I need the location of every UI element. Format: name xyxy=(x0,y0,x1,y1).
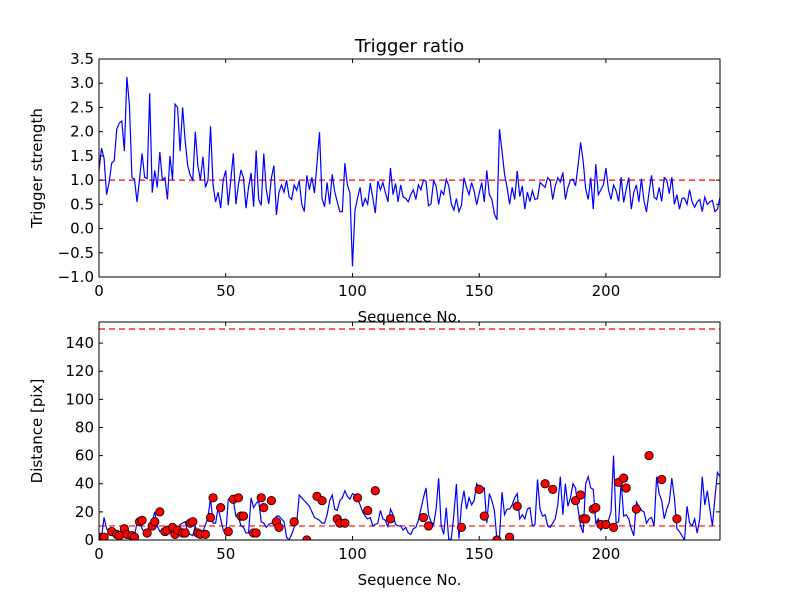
data-point xyxy=(512,501,522,511)
data-point xyxy=(370,486,380,496)
x-tick-label: 200 xyxy=(592,545,621,563)
data-point xyxy=(601,519,611,530)
y-tick-label: 2.5 xyxy=(70,98,94,116)
y-tick-label: 1.0 xyxy=(70,171,94,189)
x-tick-label: 50 xyxy=(216,282,235,300)
y-tick-label: −1.0 xyxy=(58,268,94,286)
data-point xyxy=(581,514,591,524)
plot-area-0 xyxy=(99,76,720,267)
x-tick-label: 50 xyxy=(216,545,235,563)
data-point xyxy=(150,517,160,527)
y-tick-label: 0 xyxy=(84,531,94,549)
data-point xyxy=(259,503,269,513)
y-tick-label: 20 xyxy=(75,503,94,521)
data-point xyxy=(99,532,109,540)
x-tick-label: 150 xyxy=(465,282,494,300)
data-point xyxy=(216,503,226,513)
data-point xyxy=(289,517,299,527)
data-point xyxy=(155,507,165,517)
data-point xyxy=(129,532,140,540)
data-point xyxy=(233,493,244,503)
data-point xyxy=(180,528,190,538)
y-tick-label: 120 xyxy=(65,362,94,380)
x-tick-label: 150 xyxy=(465,545,494,563)
data-point xyxy=(479,511,489,521)
x-tick-label: 100 xyxy=(338,282,367,300)
plot-area-1 xyxy=(99,328,720,540)
data-point xyxy=(114,531,124,540)
y-tick-label: 80 xyxy=(75,418,94,436)
axes-frame xyxy=(98,321,721,541)
data-point xyxy=(208,493,218,503)
data-point xyxy=(631,504,641,514)
data-point xyxy=(672,514,682,524)
x-tick-label: 200 xyxy=(592,282,621,300)
y-tick-label: 0.5 xyxy=(70,195,94,213)
data-point xyxy=(644,451,654,461)
data-point xyxy=(657,474,667,485)
x-axis-label: Sequence No. xyxy=(358,308,462,326)
data-point xyxy=(340,518,350,528)
data-point xyxy=(570,496,581,506)
y-tick-label: 60 xyxy=(75,447,94,465)
y-tick-label: 3.0 xyxy=(70,74,94,92)
data-point xyxy=(256,493,266,503)
x-axis-label: Sequence No. xyxy=(358,571,462,589)
data-point xyxy=(548,484,558,494)
data-point xyxy=(540,479,550,489)
data-point xyxy=(619,473,629,483)
data-point xyxy=(274,522,284,532)
data-point xyxy=(505,532,515,540)
data-point xyxy=(205,512,216,523)
y-tick-label: 100 xyxy=(65,390,94,408)
x-tick-label: 0 xyxy=(94,545,104,563)
y-tick-label: 140 xyxy=(65,334,94,352)
data-point xyxy=(608,522,619,532)
data-point xyxy=(266,496,276,506)
data-point xyxy=(621,483,631,493)
y-axis-label: Trigger strength xyxy=(28,108,46,229)
data-point xyxy=(591,503,601,513)
y-tick-label: 3.5 xyxy=(70,50,94,68)
data-point xyxy=(238,511,249,521)
data-point xyxy=(251,528,261,538)
x-tick-label: 0 xyxy=(94,282,104,300)
data-point xyxy=(575,490,586,500)
y-axis-label: Distance [pix] xyxy=(28,379,46,484)
data-point xyxy=(188,517,198,527)
series-line xyxy=(99,76,720,267)
y-tick-label: 40 xyxy=(75,475,94,493)
data-point xyxy=(423,521,434,531)
data-point xyxy=(474,484,484,494)
data-point xyxy=(456,522,467,532)
axes-frame xyxy=(98,58,721,278)
data-point xyxy=(418,512,429,523)
data-point xyxy=(137,515,147,525)
data-point xyxy=(363,505,373,516)
data-point xyxy=(223,526,233,537)
data-point xyxy=(352,493,363,503)
y-tick-label: 1.5 xyxy=(70,147,94,165)
data-point xyxy=(385,514,396,524)
data-point xyxy=(200,529,211,539)
chart-title: Trigger ratio xyxy=(354,36,464,57)
series-line xyxy=(99,455,720,540)
x-tick-label: 100 xyxy=(338,545,367,563)
data-point xyxy=(142,528,152,538)
data-point xyxy=(317,496,327,506)
y-tick-label: −0.5 xyxy=(58,244,94,262)
y-tick-label: 2.0 xyxy=(70,123,94,141)
y-tick-label: 0.0 xyxy=(70,220,94,238)
